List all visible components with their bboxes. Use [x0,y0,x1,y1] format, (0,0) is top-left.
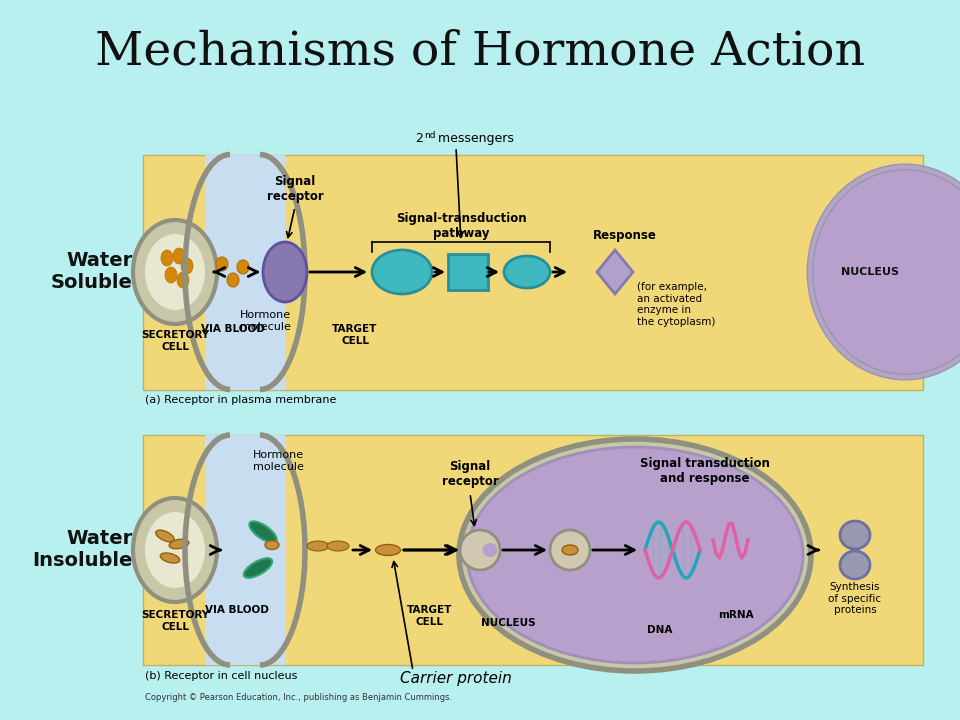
Ellipse shape [173,248,185,264]
Text: TARGET
CELL: TARGET CELL [332,324,377,346]
Ellipse shape [237,260,249,274]
Ellipse shape [840,551,870,579]
Ellipse shape [181,258,193,274]
Ellipse shape [562,545,578,555]
Ellipse shape [840,521,870,549]
Text: Hormone
molecule: Hormone molecule [239,310,291,332]
Text: Copyright © Pearson Education, Inc., publishing as Benjamin Cummings.: Copyright © Pearson Education, Inc., pub… [145,693,452,702]
Ellipse shape [327,541,349,551]
Text: SECRETORY
CELL: SECRETORY CELL [141,610,209,631]
Text: Mechanisms of Hormone Action: Mechanisms of Hormone Action [95,30,865,75]
Text: Response: Response [593,229,657,242]
FancyBboxPatch shape [205,155,285,390]
FancyBboxPatch shape [448,254,488,290]
Ellipse shape [504,256,550,288]
Ellipse shape [467,447,803,663]
Text: Water
Soluble: Water Soluble [51,251,133,292]
Ellipse shape [244,558,273,577]
Text: Signal-transduction
pathway: Signal-transduction pathway [396,212,526,240]
Ellipse shape [307,541,329,551]
Text: Water
Insoluble: Water Insoluble [33,529,133,570]
Text: Signal
receptor: Signal receptor [267,175,324,203]
Ellipse shape [265,541,279,549]
Ellipse shape [216,257,228,271]
Text: TARGET
CELL: TARGET CELL [407,605,453,626]
Text: VIA BLOOD: VIA BLOOD [201,324,265,334]
FancyBboxPatch shape [205,435,285,665]
Text: Hormone
molecule: Hormone molecule [252,450,303,472]
Ellipse shape [227,273,239,287]
Text: DNA: DNA [647,625,673,635]
Ellipse shape [372,250,432,294]
Ellipse shape [460,530,500,570]
Text: nd: nd [424,131,436,140]
Text: SECRETORY
CELL: SECRETORY CELL [141,330,209,351]
Text: VIA BLOOD: VIA BLOOD [205,605,269,615]
Text: NUCLEUS: NUCLEUS [481,618,536,628]
Text: Synthesis
of specific
proteins: Synthesis of specific proteins [828,582,881,615]
Ellipse shape [133,498,217,602]
Ellipse shape [169,539,189,549]
Ellipse shape [145,512,205,588]
Text: mRNA: mRNA [718,610,754,620]
Ellipse shape [375,544,400,556]
Text: 2: 2 [415,132,422,145]
Ellipse shape [459,439,811,671]
Text: (for example,
an activated
enzyme in
the cytoplasm): (for example, an activated enzyme in the… [637,282,715,327]
Bar [143,155,923,390]
Text: Signal transduction
and response: Signal transduction and response [640,457,770,485]
Ellipse shape [145,234,205,310]
Bar [850,538,860,562]
Ellipse shape [263,242,307,302]
Ellipse shape [177,272,189,288]
Text: Signal
receptor: Signal receptor [442,460,498,488]
Ellipse shape [165,267,177,283]
Text: NUCLEUS: NUCLEUS [841,267,899,277]
Ellipse shape [550,530,590,570]
Ellipse shape [160,553,180,563]
Polygon shape [597,250,633,294]
Ellipse shape [156,530,175,542]
Ellipse shape [161,250,173,266]
Text: (a) Receptor in plasma membrane: (a) Receptor in plasma membrane [145,395,336,405]
Text: (b) Receptor in cell nucleus: (b) Receptor in cell nucleus [145,671,298,681]
Text: Carrier protein: Carrier protein [400,671,512,686]
Ellipse shape [483,543,497,557]
Ellipse shape [133,220,217,324]
Ellipse shape [810,167,960,377]
Bar [143,435,923,665]
Ellipse shape [250,521,276,543]
Text: messengers: messengers [434,132,514,145]
